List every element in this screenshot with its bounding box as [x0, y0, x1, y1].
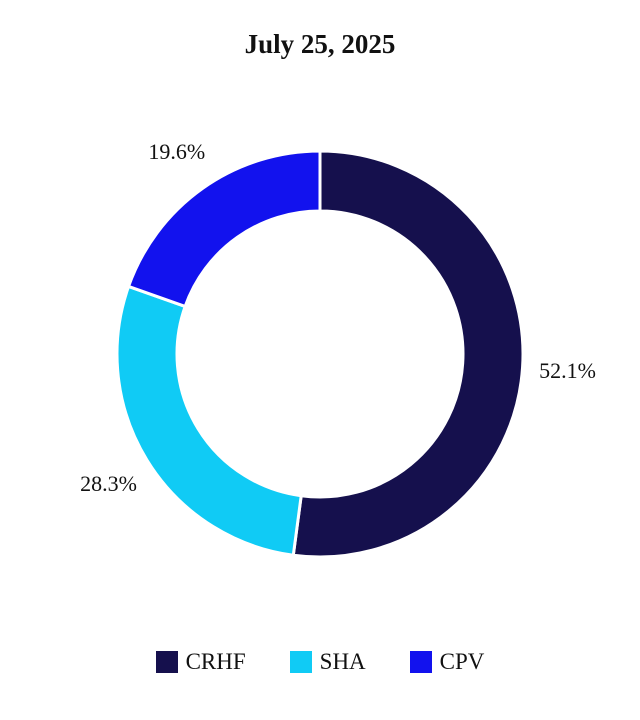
slice-label-crhf: 52.1%	[539, 358, 596, 383]
slice-label-sha: 28.3%	[80, 471, 137, 496]
donut-slice-crhf[interactable]	[291, 149, 525, 559]
slice-label-cpv: 19.6%	[148, 139, 205, 164]
legend-label-cpv: CPV	[439, 649, 485, 674]
legend-swatch-sha	[289, 651, 312, 673]
donut-slice-cpv[interactable]	[126, 149, 322, 309]
legend-item-sha[interactable]: SHA	[289, 648, 366, 676]
legend-label-sha: SHA	[319, 649, 366, 674]
legend-label-crhf: CRHF	[185, 649, 246, 674]
legend: CRHF SHA CPV	[0, 648, 640, 676]
donut-slice-sha[interactable]	[115, 284, 303, 557]
legend-item-crhf[interactable]: CRHF	[155, 648, 246, 676]
chart-title: July 25, 2025	[244, 29, 396, 59]
legend-swatch-cpv	[409, 651, 432, 673]
legend-swatch-crhf	[155, 651, 178, 673]
legend-item-cpv[interactable]: CPV	[409, 648, 485, 676]
